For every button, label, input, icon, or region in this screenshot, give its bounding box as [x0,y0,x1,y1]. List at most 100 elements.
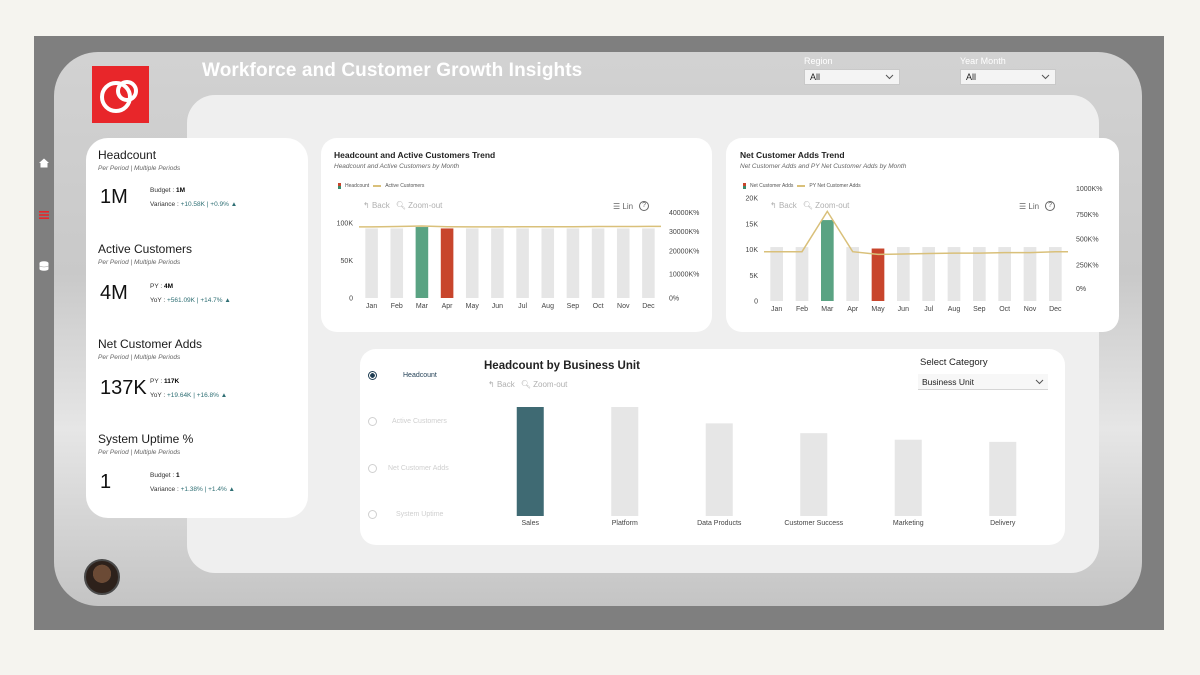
kpi-headcount: Headcount Per Period | Multiple Periods … [98,148,303,233]
bar-mar [415,227,429,298]
radio-label: System Uptime [396,511,444,518]
y-tick-label: 20K [746,196,759,203]
bar-customer-success [800,433,828,516]
zoom-out-button[interactable]: 🔍︎ Zoom-out [802,201,850,210]
radio-label: Net Customer Adds [388,465,449,472]
home-icon[interactable] [38,156,50,168]
kpi-value: 1M [100,186,128,208]
kpi-title: Net Customer Adds [98,337,203,351]
page-title: Workforce and Customer Growth Insights [202,60,583,81]
y-tick-label: 0 [349,296,353,303]
back-button[interactable]: ↰ Back [363,201,390,210]
kpi-subtitle: Per Period | Multiple Periods [98,449,181,456]
x-tick-label: Oct [593,303,604,310]
bar-dec [1049,247,1062,301]
radio-label: Headcount [403,372,437,379]
chart-toolbar: ↰ Back 🔍︎ Zoom-out [770,201,849,210]
kpi-line1: PY : 117K [150,378,180,385]
kpi-line2: Variance : +1.38% | +1.4% ▲ [150,486,235,493]
chart-title: Headcount and Active Customers Trend [334,150,496,160]
chart-toolbar: ↰ Back 🔍︎ Zoom-out [488,380,567,389]
chart-subtitle: Headcount and Active Customers by Month [334,163,460,170]
y2-tick-label: 40000K% [669,210,699,217]
chevron-down-icon [885,72,894,82]
year-month-dropdown[interactable]: All [960,69,1056,85]
series-line-py-net-customer-adds [764,209,1068,256]
chart-toolbar-right: ☰ Lin ? [1019,201,1056,211]
radio-active-customers[interactable]: Active Customers [368,417,447,426]
kpi-subtitle: Per Period | Multiple Periods [98,354,181,361]
x-tick-label: May [466,303,480,310]
y-tick-label: 0 [754,299,758,306]
scale-toggle[interactable]: ☰ Lin [1019,201,1040,211]
legend-item: Net Customer Adds [750,183,794,189]
kpi-title: System Uptime % [98,432,194,446]
y2-tick-label: 0% [1076,286,1086,293]
zoom-out-button[interactable]: 🔍︎ Zoom-out [395,201,443,210]
kpi-value: 4M [100,282,128,304]
bar-jun [897,247,910,301]
x-tick-label: Jan [366,303,377,310]
bar-data-products [705,423,733,516]
business-unit-card: Headcount by Business Unit ↰ Back 🔍︎ Zoo… [360,349,1065,545]
radio-net-customer-adds[interactable]: Net Customer Adds [368,464,449,473]
database-icon[interactable] [38,259,50,271]
bar-jan [770,247,783,301]
radio-button[interactable] [368,417,377,426]
radio-button[interactable] [368,464,377,473]
y-tick-label: 100K [337,220,354,227]
kpi-subtitle: Per Period | Multiple Periods [98,165,181,172]
bar-sep [566,228,580,298]
y2-tick-label: 250K% [1076,262,1099,269]
radio-button[interactable] [368,510,377,519]
year-month-filter-label: Year Month [960,56,1006,66]
select-category-dropdown[interactable]: Business Unit [918,374,1048,390]
x-tick-label: Oct [999,306,1010,313]
scale-toggle[interactable]: ☰ Lin [613,201,634,211]
chevron-down-icon [1041,72,1050,82]
legend-line-swatch [797,185,806,187]
x-tick-label: Sep [973,306,986,313]
zoom-out-button[interactable]: 🔍︎ Zoom-out [520,380,568,389]
region-dropdown-value: All [810,72,821,82]
bar-apr [846,247,859,301]
region-dropdown[interactable]: All [804,69,900,85]
radio-system-uptime[interactable]: System Uptime [368,510,443,519]
bar-aug [541,228,555,298]
bar-jul [516,228,529,298]
bar-jan [365,228,378,298]
kpi-system-uptime: System Uptime % Per Period | Multiple Pe… [98,432,303,517]
net-adds-trend-card: Net Customer Adds Trend Net Customer Add… [726,138,1119,332]
menu-icon[interactable] [38,208,50,220]
legend-item: Active Customers [385,183,425,189]
x-tick-label: Apr [847,306,859,313]
bar-delivery [989,441,1017,516]
x-tick-label: Marketing [893,520,924,527]
net-adds-trend-chart: 20K 15K 10K 5K 0 1000K% 750K% 500K% 250K% 0% Jan Fe… [746,186,1103,313]
radio-headcount[interactable]: Headcount [368,371,437,380]
kpi-title: Active Customers [98,242,193,256]
help-icon[interactable]: ? [639,201,650,211]
user-avatar[interactable] [84,559,120,595]
y-tick-label: 5K [749,273,758,280]
chart-legend: Headcount Active Customers [338,183,424,189]
year-month-dropdown-value: All [966,72,977,82]
x-tick-label: Jan [771,306,782,313]
kpi-value: 137K [100,377,147,399]
x-tick-label: Feb [391,303,403,310]
y2-tick-label: 1000K% [1076,186,1102,193]
bar-sep [973,247,986,301]
bar-nov [616,228,630,298]
region-filter[interactable]: Region All [804,56,900,85]
bar-may [465,228,479,298]
y2-tick-label: 750K% [1076,212,1099,219]
year-month-filter[interactable]: Year Month All [960,56,1056,85]
y2-tick-label: 10000K% [669,272,699,279]
x-tick-label: Nov [617,303,630,310]
help-icon[interactable]: ? [1045,201,1056,211]
back-button[interactable]: ↰ Back [770,201,797,210]
kpi-card: Headcount Per Period | Multiple Periods … [86,138,308,518]
radio-button-selected[interactable] [368,371,377,380]
back-button[interactable]: ↰ Back [488,380,515,389]
chevron-down-icon [1035,377,1044,387]
